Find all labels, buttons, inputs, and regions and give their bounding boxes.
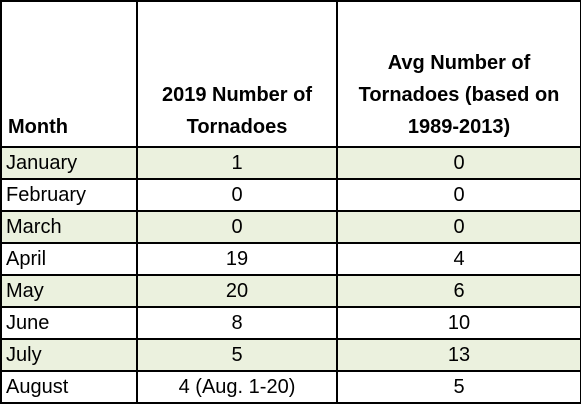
- table-header: Month 2019 Number of Tornadoes Avg Numbe…: [0, 0, 581, 148]
- cell-avg-count: 4: [336, 242, 581, 276]
- cell-month: February: [0, 178, 138, 212]
- cell-avg-count: 5: [336, 370, 581, 404]
- cell-2019-count: 1: [136, 146, 338, 180]
- header-avg-line-1: Avg Number of: [387, 52, 531, 74]
- header-2019-count: 2019 Number of Tornadoes: [136, 0, 338, 148]
- cell-avg-count: 6: [336, 274, 581, 308]
- cell-month: January: [0, 146, 138, 180]
- table-row: April 19 4: [0, 242, 581, 276]
- cell-month: August: [0, 370, 138, 404]
- cell-avg-count: 0: [336, 146, 581, 180]
- header-avg-count: Avg Number of Tornadoes (based on 1989-2…: [336, 0, 581, 148]
- cell-avg-count: 0: [336, 210, 581, 244]
- cell-2019-count: 20: [136, 274, 338, 308]
- cell-month: May: [0, 274, 138, 308]
- table-row: June 8 10: [0, 306, 581, 340]
- header-avg-line-3: 1989-2013): [407, 116, 511, 138]
- cell-avg-count: 13: [336, 338, 581, 372]
- cell-2019-count: 4 (Aug. 1-20): [136, 370, 338, 404]
- header-avg-line-2: Tornadoes (based on: [358, 84, 560, 106]
- cell-2019-count: 5: [136, 338, 338, 372]
- cell-month: March: [0, 210, 138, 244]
- table-row: May 20 6: [0, 274, 581, 308]
- cell-2019-count: 0: [136, 210, 338, 244]
- table-row: August 4 (Aug. 1-20) 5: [0, 370, 581, 404]
- header-month: Month: [0, 0, 138, 148]
- header-month-label: Month: [8, 116, 68, 138]
- table-row: July 5 13: [0, 338, 581, 372]
- table-row: March 0 0: [0, 210, 581, 244]
- header-2019-line-2: Tornadoes: [186, 116, 288, 138]
- cell-month: July: [0, 338, 138, 372]
- cell-2019-count: 19: [136, 242, 338, 276]
- table-row: February 0 0: [0, 178, 581, 212]
- cell-avg-count: 0: [336, 178, 581, 212]
- table-row: January 1 0: [0, 146, 581, 180]
- header-2019-line-1: 2019 Number of: [161, 84, 313, 106]
- cell-month: April: [0, 242, 138, 276]
- cell-avg-count: 10: [336, 306, 581, 340]
- cell-month: June: [0, 306, 138, 340]
- table-body: January 1 0 February 0 0 March 0 0 April 19 4 May 20 6…: [0, 146, 581, 404]
- cell-2019-count: 8: [136, 306, 338, 340]
- cell-2019-count: 0: [136, 178, 338, 212]
- header-row: Month 2019 Number of Tornadoes Avg Numbe…: [0, 0, 581, 148]
